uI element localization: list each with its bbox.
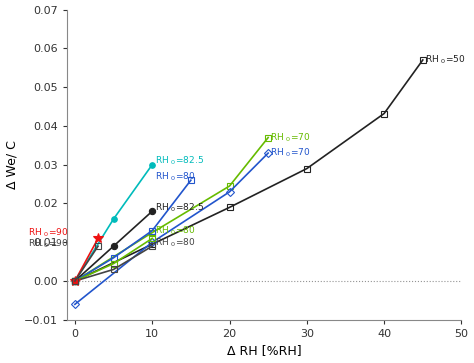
Text: RH $_{0}$=82.5: RH $_{0}$=82.5 <box>155 201 203 213</box>
Y-axis label: Δ We/ C: Δ We/ C <box>6 140 18 189</box>
Text: RH $_{0}$=70: RH $_{0}$=70 <box>271 131 311 144</box>
Text: RH $_{0}$=50: RH $_{0}$=50 <box>425 54 466 66</box>
Text: RH $_{0}$=80: RH $_{0}$=80 <box>155 236 195 249</box>
Text: RH $_{0}$=80: RH $_{0}$=80 <box>155 224 195 237</box>
Text: RH $_{0}$=70: RH $_{0}$=70 <box>271 147 311 159</box>
Text: RH $_{0}$=90: RH $_{0}$=90 <box>28 238 69 250</box>
Text: RH $_{0}$=82.5: RH $_{0}$=82.5 <box>155 155 203 167</box>
X-axis label: Δ RH [%RH]: Δ RH [%RH] <box>227 344 301 358</box>
Text: RH $_{0}$=80: RH $_{0}$=80 <box>155 170 195 183</box>
Text: RH $_{0}$=90: RH $_{0}$=90 <box>28 227 69 239</box>
